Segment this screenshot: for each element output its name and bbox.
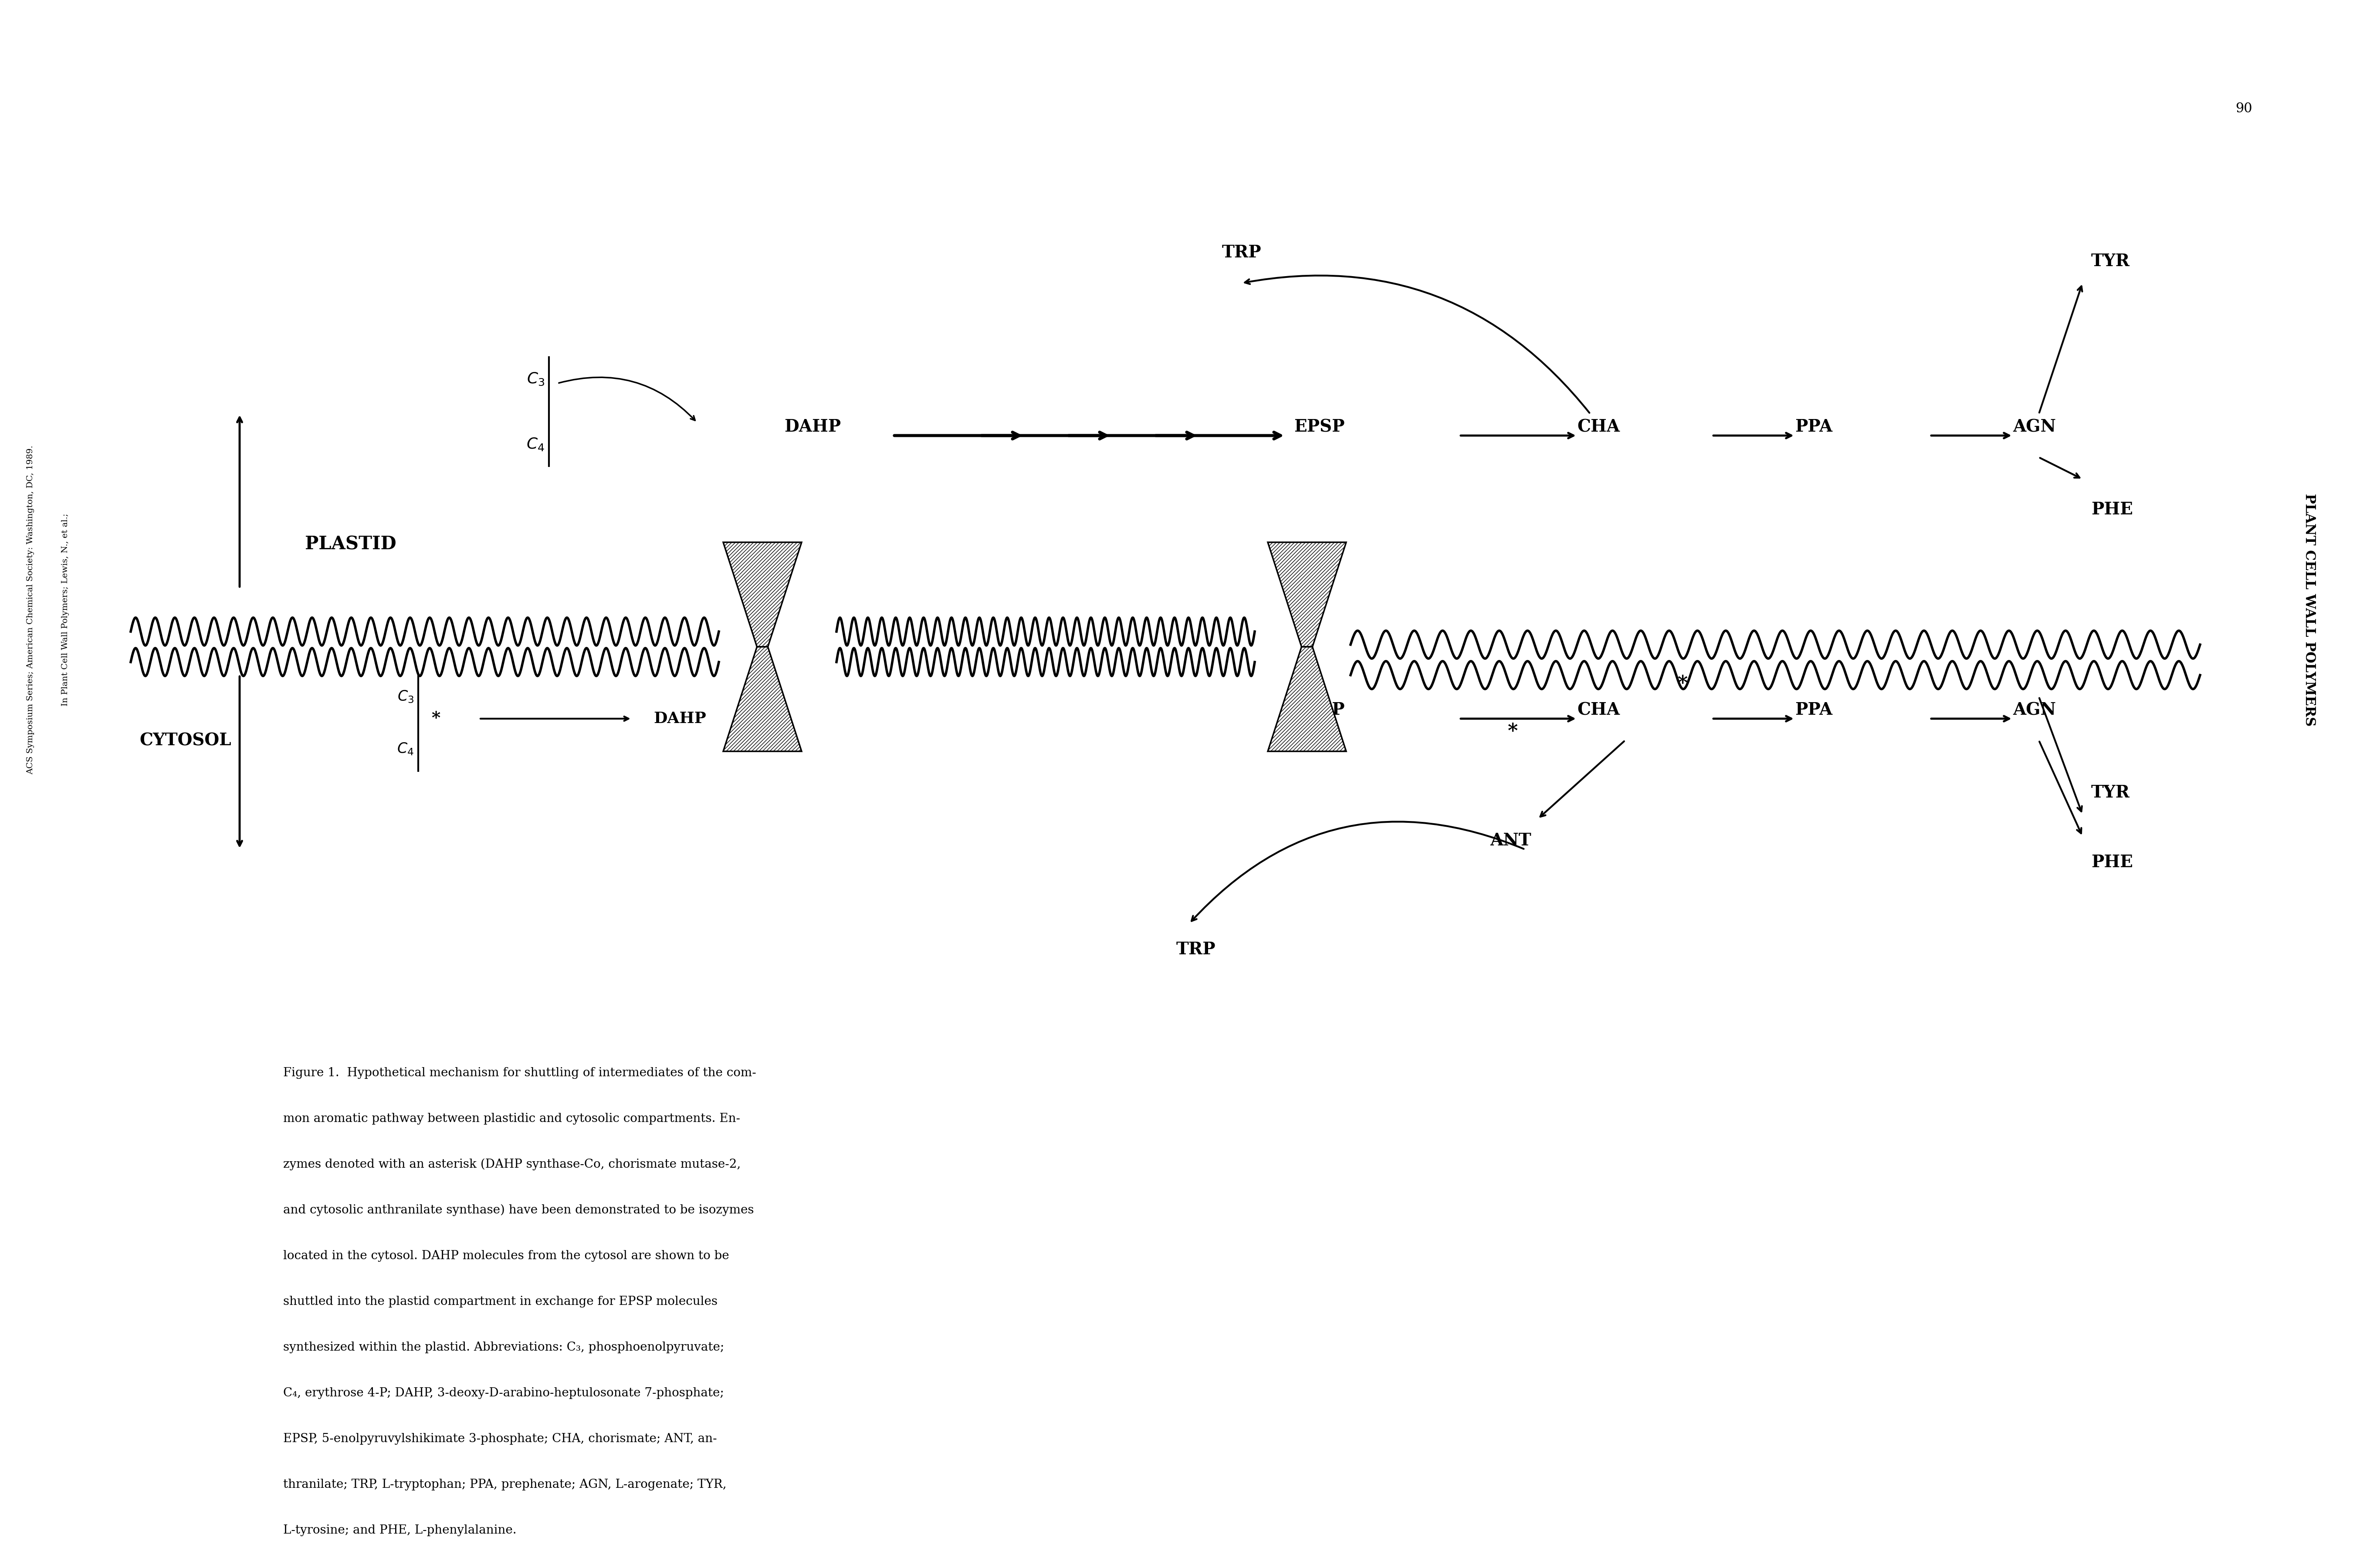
Text: PPA: PPA [1795, 419, 1833, 434]
Text: AGN: AGN [2012, 419, 2057, 434]
Text: EPSP, 5-enolpyruvylshikimate 3-phosphate; CHA, chorismate; ANT, an-: EPSP, 5-enolpyruvylshikimate 3-phosphate… [282, 1433, 718, 1444]
Text: In Plant Cell Wall Polymers; Lewis, N., et al.;: In Plant Cell Wall Polymers; Lewis, N., … [61, 513, 68, 706]
Text: and cytosolic anthranilate synthase) have been demonstrated to be isozymes: and cytosolic anthranilate synthase) hav… [282, 1204, 753, 1217]
Text: PHE: PHE [2092, 855, 2132, 870]
Text: CHA: CHA [1577, 419, 1619, 434]
Text: C₄, erythrose 4-P; DAHP, 3-deoxy-D-arabino-heptulosonate 7-phosphate;: C₄, erythrose 4-P; DAHP, 3-deoxy-D-arabi… [282, 1388, 725, 1399]
Text: $C_3$: $C_3$ [527, 372, 544, 387]
Text: CHA: CHA [1577, 702, 1619, 718]
Text: 90: 90 [2235, 102, 2252, 116]
Text: synthesized within the plastid. Abbreviations: C₃, phosphoenolpyruvate;: synthesized within the plastid. Abbrevia… [282, 1342, 725, 1353]
Text: L-tyrosine; and PHE, L-phenylalanine.: L-tyrosine; and PHE, L-phenylalanine. [282, 1524, 518, 1537]
Text: EPSP: EPSP [1294, 419, 1344, 434]
Polygon shape [722, 646, 802, 751]
Text: *: * [1508, 723, 1518, 742]
Text: DAHP: DAHP [784, 419, 840, 434]
Text: ANT: ANT [1489, 833, 1532, 848]
Text: TRP: TRP [1176, 941, 1217, 958]
Text: Figure 1.  Hypothetical mechanism for shuttling of intermediates of the com-: Figure 1. Hypothetical mechanism for shu… [282, 1068, 755, 1079]
Polygon shape [1268, 543, 1346, 646]
Text: $C_4$: $C_4$ [398, 742, 414, 757]
Text: AGN: AGN [2012, 702, 2057, 718]
Text: ACS Symposium Series; American Chemical Society: Washington, DC, 1989.: ACS Symposium Series; American Chemical … [26, 445, 35, 775]
Text: PLANT CELL WALL POLYMERS: PLANT CELL WALL POLYMERS [2301, 494, 2315, 726]
Text: $C_4$: $C_4$ [527, 436, 544, 452]
Text: located in the cytosol. DAHP molecules from the cytosol are shown to be: located in the cytosol. DAHP molecules f… [282, 1250, 729, 1262]
Text: PPA: PPA [1795, 702, 1833, 718]
Text: EPSP: EPSP [1294, 702, 1344, 718]
Polygon shape [1268, 646, 1346, 751]
Text: PLASTID: PLASTID [306, 535, 395, 554]
Text: mon aromatic pathway between plastidic and cytosolic compartments. En-: mon aromatic pathway between plastidic a… [282, 1113, 741, 1124]
Text: $C_3$: $C_3$ [398, 690, 414, 704]
Text: TRP: TRP [1221, 245, 1261, 260]
Text: TYR: TYR [2092, 252, 2129, 270]
Text: zymes denoted with an asterisk (DAHP synthase-Co, chorismate mutase-2,: zymes denoted with an asterisk (DAHP syn… [282, 1159, 741, 1170]
Text: DAHP: DAHP [654, 712, 706, 726]
Text: TYR: TYR [2092, 784, 2129, 801]
Text: shuttled into the plastid compartment in exchange for EPSP molecules: shuttled into the plastid compartment in… [282, 1295, 718, 1308]
Text: PHE: PHE [2092, 502, 2132, 517]
Text: *: * [431, 710, 440, 728]
Text: thranilate; TRP, L-tryptophan; PPA, prephenate; AGN, L-arogenate; TYR,: thranilate; TRP, L-tryptophan; PPA, prep… [282, 1479, 727, 1491]
Polygon shape [722, 543, 802, 646]
Text: *: * [1678, 674, 1687, 693]
Text: CYTOSOL: CYTOSOL [139, 732, 231, 750]
